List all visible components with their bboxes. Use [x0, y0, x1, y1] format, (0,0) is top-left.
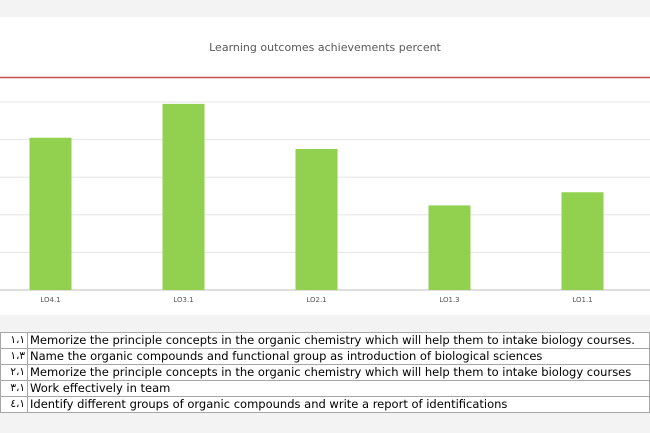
learning-outcomes-table: ١،١ Memorize the principle concepts in th…: [0, 332, 650, 413]
outcome-row: ١،١ Memorize the principle concepts in th…: [0, 332, 650, 349]
bar: [561, 192, 604, 290]
outcome-code: ٢،١: [0, 364, 28, 381]
bar: [428, 205, 471, 290]
outcome-row: ٤،١ Identify different groups of organic …: [0, 396, 650, 413]
x-tick-label: LO2.1: [306, 296, 326, 304]
outcome-row: ٣،١ Work effectively in team: [0, 380, 650, 397]
outcome-text: Work effectively in team: [27, 380, 650, 397]
x-tick-label: LO1.3: [439, 296, 459, 304]
outcome-code: ٤،١: [0, 396, 28, 413]
x-tick-label: LO4.1: [40, 296, 60, 304]
outcome-code: ١،١: [0, 332, 28, 349]
bar-chart: LO4.1 LO3.1 LO2.1 LO1.3 LO1.1: [0, 76, 650, 304]
outcome-row: ١،٣ Name the organic compounds and functi…: [0, 348, 650, 365]
x-tick-label: LO3.1: [173, 296, 193, 304]
outcome-text: Memorize the principle concepts in the o…: [27, 332, 650, 349]
bar: [162, 103, 205, 290]
chart-panel: Learning outcomes achievements percent L…: [0, 17, 650, 315]
x-tick-label: LO1.1: [572, 296, 592, 304]
outcome-text: Memorize the principle concepts in the o…: [27, 364, 650, 381]
bar: [295, 149, 338, 290]
outcome-code: ٣،١: [0, 380, 28, 397]
chart-title: Learning outcomes achievements percent: [209, 41, 441, 54]
outcome-text: Name the organic compounds and functiona…: [27, 348, 650, 365]
outcome-code: ١،٣: [0, 348, 28, 365]
outcome-text: Identify different groups of organic com…: [27, 396, 650, 413]
outcome-row: ٢،١ Memorize the principle concepts in th…: [0, 364, 650, 381]
bar: [29, 137, 72, 290]
